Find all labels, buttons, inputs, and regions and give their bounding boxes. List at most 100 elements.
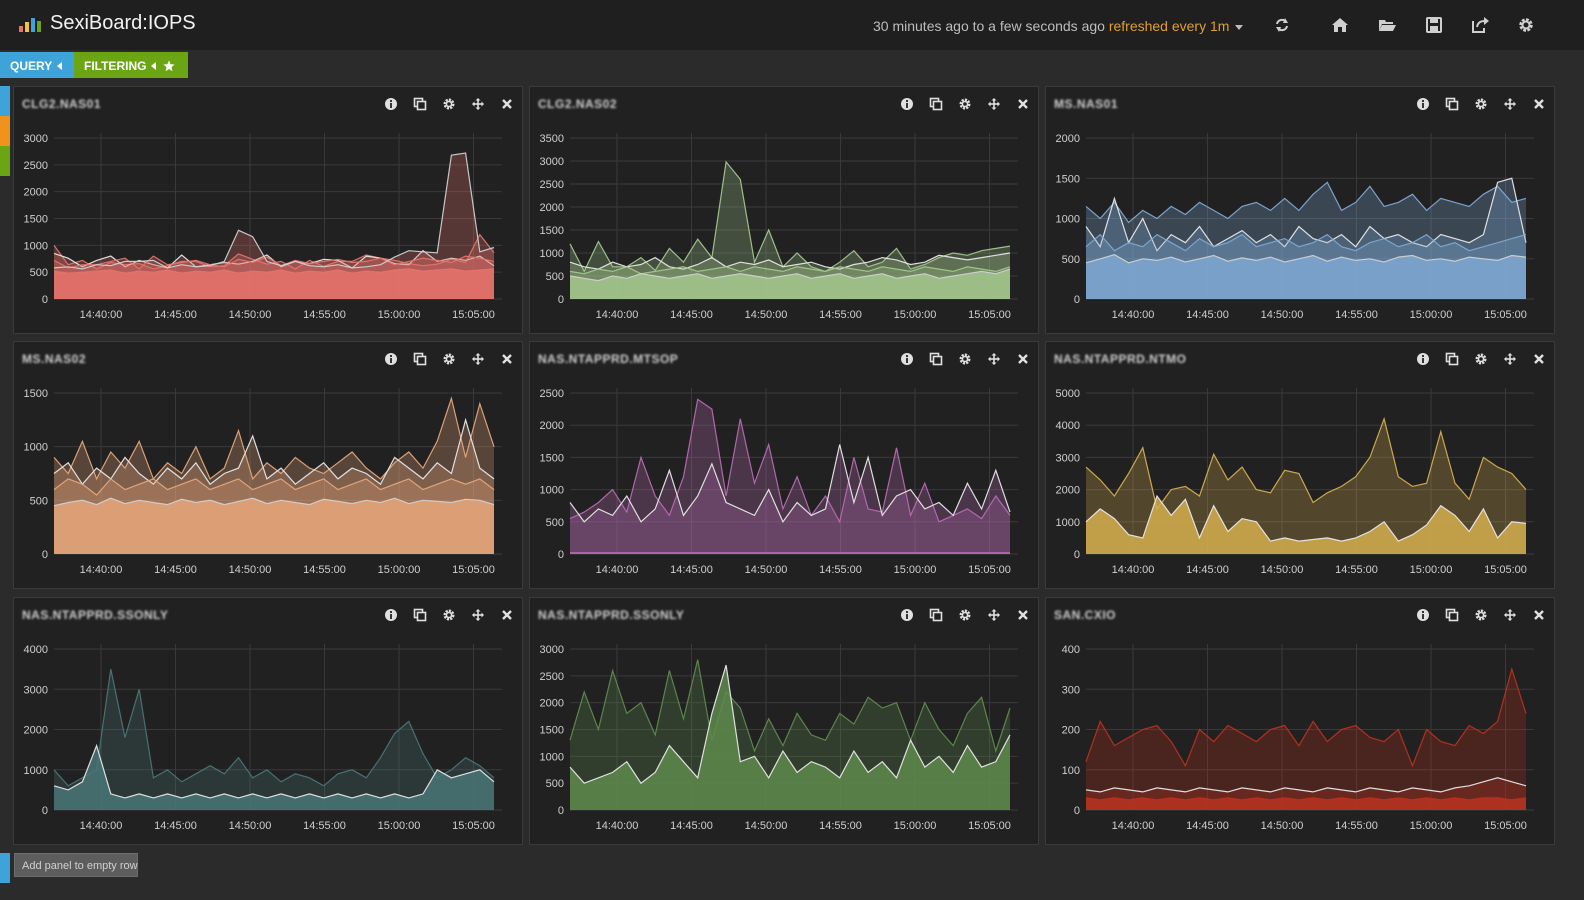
query-label[interactable]: QUERY xyxy=(10,59,53,73)
caret-left-icon[interactable] xyxy=(151,62,157,70)
series-line[interactable] xyxy=(569,444,1011,523)
series-line[interactable] xyxy=(1085,254,1527,264)
folder-open-icon[interactable] xyxy=(1377,15,1397,35)
cog-icon[interactable] xyxy=(442,608,456,622)
info-icon[interactable] xyxy=(900,97,914,111)
move-icon[interactable] xyxy=(471,97,485,111)
close-icon[interactable] xyxy=(1016,97,1030,111)
star-icon[interactable] xyxy=(163,60,176,75)
info-icon[interactable] xyxy=(384,352,398,366)
panel-title[interactable]: CLG2.NAS01 xyxy=(22,97,102,111)
series-line[interactable] xyxy=(1085,494,1527,542)
move-icon[interactable] xyxy=(987,608,1001,622)
cog-icon[interactable] xyxy=(1474,97,1488,111)
series-line[interactable] xyxy=(53,396,495,481)
duplicate-icon[interactable] xyxy=(1445,352,1459,366)
close-icon[interactable] xyxy=(500,352,514,366)
refresh-icon[interactable] xyxy=(1272,15,1292,35)
cog-icon[interactable] xyxy=(1474,352,1488,366)
filtering-label[interactable]: FILTERING xyxy=(84,59,147,73)
duplicate-icon[interactable] xyxy=(413,608,427,622)
panel-title[interactable]: SAN.CXIO xyxy=(1054,608,1117,622)
cog-icon[interactable] xyxy=(958,608,972,622)
close-icon[interactable] xyxy=(1532,352,1546,366)
series-line[interactable] xyxy=(1085,797,1527,801)
series-line[interactable] xyxy=(569,252,1011,270)
close-icon[interactable] xyxy=(500,608,514,622)
move-icon[interactable] xyxy=(1503,97,1517,111)
gear-icon[interactable] xyxy=(1516,15,1536,35)
duplicate-icon[interactable] xyxy=(1445,97,1459,111)
cog-icon[interactable] xyxy=(958,97,972,111)
time-range-label[interactable]: 30 minutes ago to a few seconds ago xyxy=(873,18,1105,34)
duplicate-icon[interactable] xyxy=(1445,608,1459,622)
info-icon[interactable] xyxy=(900,352,914,366)
cog-icon[interactable] xyxy=(958,352,972,366)
cog-icon[interactable] xyxy=(442,352,456,366)
series-line[interactable] xyxy=(53,668,495,787)
move-icon[interactable] xyxy=(987,97,1001,111)
panel-title[interactable]: NAS.NTAPPRD.MTSOP xyxy=(538,352,679,366)
series-line[interactable] xyxy=(53,478,495,496)
close-icon[interactable] xyxy=(1532,97,1546,111)
caret-left-icon[interactable] xyxy=(57,62,63,70)
close-icon[interactable] xyxy=(1016,608,1030,622)
info-icon[interactable] xyxy=(384,608,398,622)
info-icon[interactable] xyxy=(1416,97,1430,111)
info-icon[interactable] xyxy=(1416,608,1430,622)
move-icon[interactable] xyxy=(471,608,485,622)
panel-title[interactable]: CLG2.NAS02 xyxy=(538,97,618,111)
series-line[interactable] xyxy=(1085,777,1527,793)
series-line[interactable] xyxy=(53,255,495,270)
series-line[interactable] xyxy=(569,266,1011,275)
series-line[interactable] xyxy=(569,664,1011,785)
filtering-tab[interactable]: FILTERING xyxy=(74,52,188,78)
save-icon[interactable] xyxy=(1424,15,1444,35)
refresh-interval-label[interactable]: refreshed every 1m xyxy=(1108,18,1230,34)
duplicate-icon[interactable] xyxy=(413,97,427,111)
series-line[interactable] xyxy=(53,233,495,270)
cog-icon[interactable] xyxy=(442,97,456,111)
close-icon[interactable] xyxy=(1016,352,1030,366)
series-line[interactable] xyxy=(53,152,495,270)
info-icon[interactable] xyxy=(1416,352,1430,366)
move-icon[interactable] xyxy=(471,352,485,366)
row-collapse-handle[interactable] xyxy=(0,146,10,176)
close-icon[interactable] xyxy=(1532,608,1546,622)
row-collapse-handle[interactable] xyxy=(0,86,10,116)
move-icon[interactable] xyxy=(987,352,1001,366)
home-icon[interactable] xyxy=(1330,15,1350,35)
row-collapse-handle[interactable] xyxy=(0,116,10,146)
share-icon[interactable] xyxy=(1470,15,1490,35)
info-icon[interactable] xyxy=(900,608,914,622)
panel-title[interactable]: MS.NAS02 xyxy=(22,352,87,366)
series-line[interactable] xyxy=(1085,181,1527,224)
series-line[interactable] xyxy=(569,268,1011,282)
panel-title[interactable]: NAS.NTAPPRD.SSONLY xyxy=(22,608,169,622)
close-icon[interactable] xyxy=(500,97,514,111)
series-line[interactable] xyxy=(53,497,495,507)
query-tab[interactable]: QUERY xyxy=(0,52,74,78)
series-line[interactable] xyxy=(1085,177,1527,252)
duplicate-icon[interactable] xyxy=(929,352,943,366)
caret-down-icon[interactable] xyxy=(1235,24,1244,30)
cog-icon[interactable] xyxy=(1474,608,1488,622)
series-line[interactable] xyxy=(53,743,495,799)
move-icon[interactable] xyxy=(1503,608,1517,622)
series-line[interactable] xyxy=(1085,666,1527,768)
panel-title[interactable]: NAS.NTAPPRD.NTMO xyxy=(1054,352,1187,366)
timepicker[interactable]: 30 minutes ago to a few seconds ago refr… xyxy=(873,18,1244,34)
info-icon[interactable] xyxy=(384,97,398,111)
series-line[interactable] xyxy=(1085,233,1527,252)
row-collapse-handle[interactable] xyxy=(0,853,10,883)
series-line[interactable] xyxy=(569,398,1011,524)
duplicate-icon[interactable] xyxy=(413,352,427,366)
add-panel-button[interactable]: Add panel to empty row xyxy=(14,853,138,877)
series-line[interactable] xyxy=(569,160,1011,273)
move-icon[interactable] xyxy=(1503,352,1517,366)
panel-title[interactable]: NAS.NTAPPRD.SSONLY xyxy=(538,608,685,622)
series-line[interactable] xyxy=(53,417,495,486)
series-line[interactable] xyxy=(569,659,1011,754)
duplicate-icon[interactable] xyxy=(929,97,943,111)
duplicate-icon[interactable] xyxy=(929,608,943,622)
